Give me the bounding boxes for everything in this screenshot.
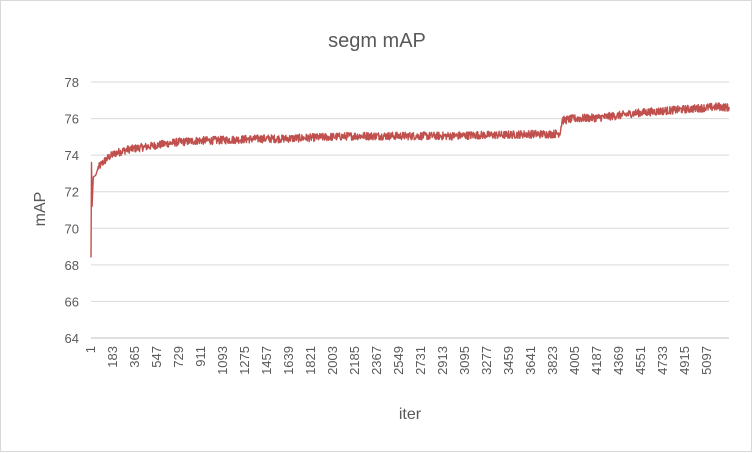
x-tick-label: 2367 (369, 346, 384, 375)
x-tick-label: 4915 (677, 346, 692, 375)
y-tick-label: 64 (65, 331, 79, 346)
x-tick-label: 911 (193, 346, 208, 367)
x-tick-label: 2185 (347, 346, 362, 375)
x-tick-label: 3277 (479, 346, 494, 375)
y-tick-label: 68 (65, 258, 79, 273)
x-tick-label: 1821 (303, 346, 318, 375)
x-tick-label: 2913 (435, 346, 450, 375)
y-tick-label: 74 (65, 148, 79, 163)
x-tick-label: 4005 (567, 346, 582, 375)
x-tick-label: 3459 (501, 346, 516, 375)
x-tick-label: 1093 (215, 346, 230, 375)
y-tick-label: 70 (65, 221, 79, 236)
x-tick-label: 4369 (611, 346, 626, 375)
x-tick-label: 2549 (391, 346, 406, 375)
y-tick-labels: 64 66 68 70 72 74 76 78 (65, 75, 79, 346)
x-tick-label: 3095 (457, 346, 472, 375)
x-tick-label: 2003 (325, 346, 340, 375)
x-tick-label: 365 (127, 346, 142, 368)
x-tick-label: 1639 (281, 346, 296, 375)
x-tick-label: 729 (171, 346, 186, 368)
x-tick-label: 4551 (633, 346, 648, 375)
x-tick-labels: 1 183 365 547 729 911 1093 1275 1457 1639 1821 2003… (83, 346, 714, 375)
y-axis-label: mAP (32, 192, 49, 227)
x-tick-label: 4733 (655, 346, 670, 375)
x-tick-label: 183 (105, 346, 120, 368)
x-tick-label: 547 (149, 346, 164, 368)
x-tick-label: 1457 (259, 346, 274, 375)
x-tick-label: 5097 (699, 346, 714, 375)
x-tick-label: 4187 (589, 346, 604, 375)
y-tick-label: 78 (65, 75, 79, 90)
series-line (90, 102, 730, 258)
x-axis-label: iter (399, 406, 422, 423)
x-tick-label: 1275 (237, 346, 252, 375)
y-tick-label: 76 (65, 112, 79, 127)
x-tick-label: 3641 (523, 346, 538, 375)
series-group (90, 102, 730, 258)
gridlines (91, 81, 729, 339)
x-tick-label: 2731 (413, 346, 428, 375)
x-tick-label: 3823 (545, 346, 560, 375)
x-tick-label: 1 (83, 346, 98, 353)
chart-title: segm mAP (328, 30, 426, 52)
y-tick-label: 66 (65, 294, 79, 309)
y-tick-label: 72 (65, 185, 79, 200)
